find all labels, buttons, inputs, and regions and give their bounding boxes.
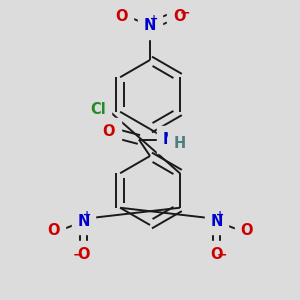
Text: −: − [217,248,227,262]
Text: N: N [210,214,223,229]
Text: O: O [77,247,90,262]
Text: Cl: Cl [90,102,106,117]
Text: O: O [115,9,128,24]
Text: O: O [210,247,223,262]
Text: N: N [77,214,90,229]
Text: N: N [163,132,175,147]
Text: O: O [173,9,185,24]
Text: −: − [73,248,83,262]
Text: H: H [174,136,186,152]
Text: +: + [150,14,158,25]
Text: −: − [179,6,190,20]
Text: O: O [240,223,253,238]
Text: O: O [47,223,60,238]
Text: +: + [83,210,92,220]
Text: N: N [144,18,156,33]
Text: O: O [103,124,115,139]
Text: +: + [216,210,225,220]
